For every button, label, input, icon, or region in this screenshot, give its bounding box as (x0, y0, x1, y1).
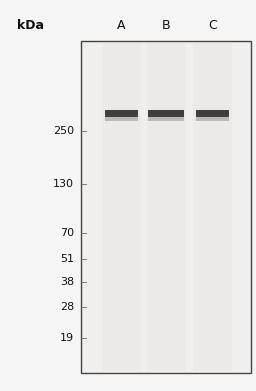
Text: 38: 38 (60, 277, 74, 287)
Bar (196, 111, 229, 114)
Text: 19: 19 (60, 333, 74, 343)
Text: 51: 51 (60, 254, 74, 264)
Text: 130: 130 (53, 179, 74, 188)
Bar (105, 117, 138, 121)
Text: 70: 70 (60, 228, 74, 238)
Bar (148, 111, 184, 114)
Text: B: B (162, 19, 171, 32)
Text: A: A (117, 19, 126, 32)
Text: 250: 250 (53, 126, 74, 136)
Bar (105, 110, 138, 117)
Bar (196, 110, 229, 117)
Text: kDa: kDa (17, 19, 44, 32)
Bar (146, 43, 186, 371)
Bar (196, 117, 229, 121)
Bar (193, 43, 232, 371)
Bar (105, 111, 138, 114)
Bar (81, 41, 251, 373)
Text: 28: 28 (60, 302, 74, 312)
Bar (148, 110, 184, 117)
Bar (148, 117, 184, 121)
Bar (102, 43, 141, 371)
Text: C: C (208, 19, 217, 32)
